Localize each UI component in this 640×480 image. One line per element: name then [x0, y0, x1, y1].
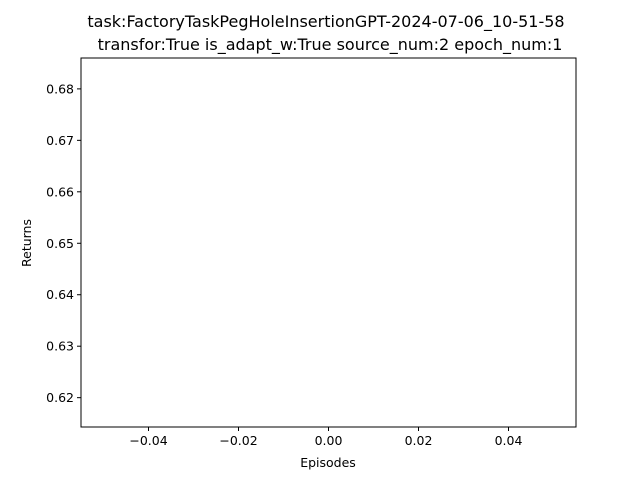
y-tick-label: 0.64	[46, 287, 74, 302]
y-tick-label: 0.67	[46, 133, 74, 148]
x-tick-label: −0.02	[219, 433, 257, 448]
chart-subtitle: transfor:True is_adapt_w:True source_num…	[98, 35, 563, 55]
x-tick-label: 0.02	[405, 433, 433, 448]
x-axis-ticks: −0.04 −0.02 0.00 0.02 0.04	[129, 427, 522, 448]
y-tick-label: 0.62	[46, 390, 74, 405]
axes-frame	[80, 57, 577, 428]
x-tick-label: 0.00	[315, 433, 343, 448]
y-axis-ticks: 0.62 0.63 0.64 0.65 0.66 0.67 0.68	[46, 81, 81, 405]
y-tick-label: 0.65	[46, 236, 74, 251]
x-tick-label: 0.04	[495, 433, 523, 448]
y-tick-label: 0.68	[46, 81, 74, 96]
x-axis-label: Episodes	[300, 455, 356, 470]
y-tick-label: 0.63	[46, 339, 74, 354]
plot-area: −0.04 −0.02 0.00 0.02 0.04 0.620.630.640.650…	[46, 57, 577, 448]
chart-title: task:FactoryTaskPegHoleInsertionGPT-2024…	[87, 12, 564, 32]
y-tick-label: 0.66	[46, 184, 74, 199]
x-tick-label: −0.04	[129, 433, 167, 448]
y-axis-label: Returns	[19, 219, 34, 267]
